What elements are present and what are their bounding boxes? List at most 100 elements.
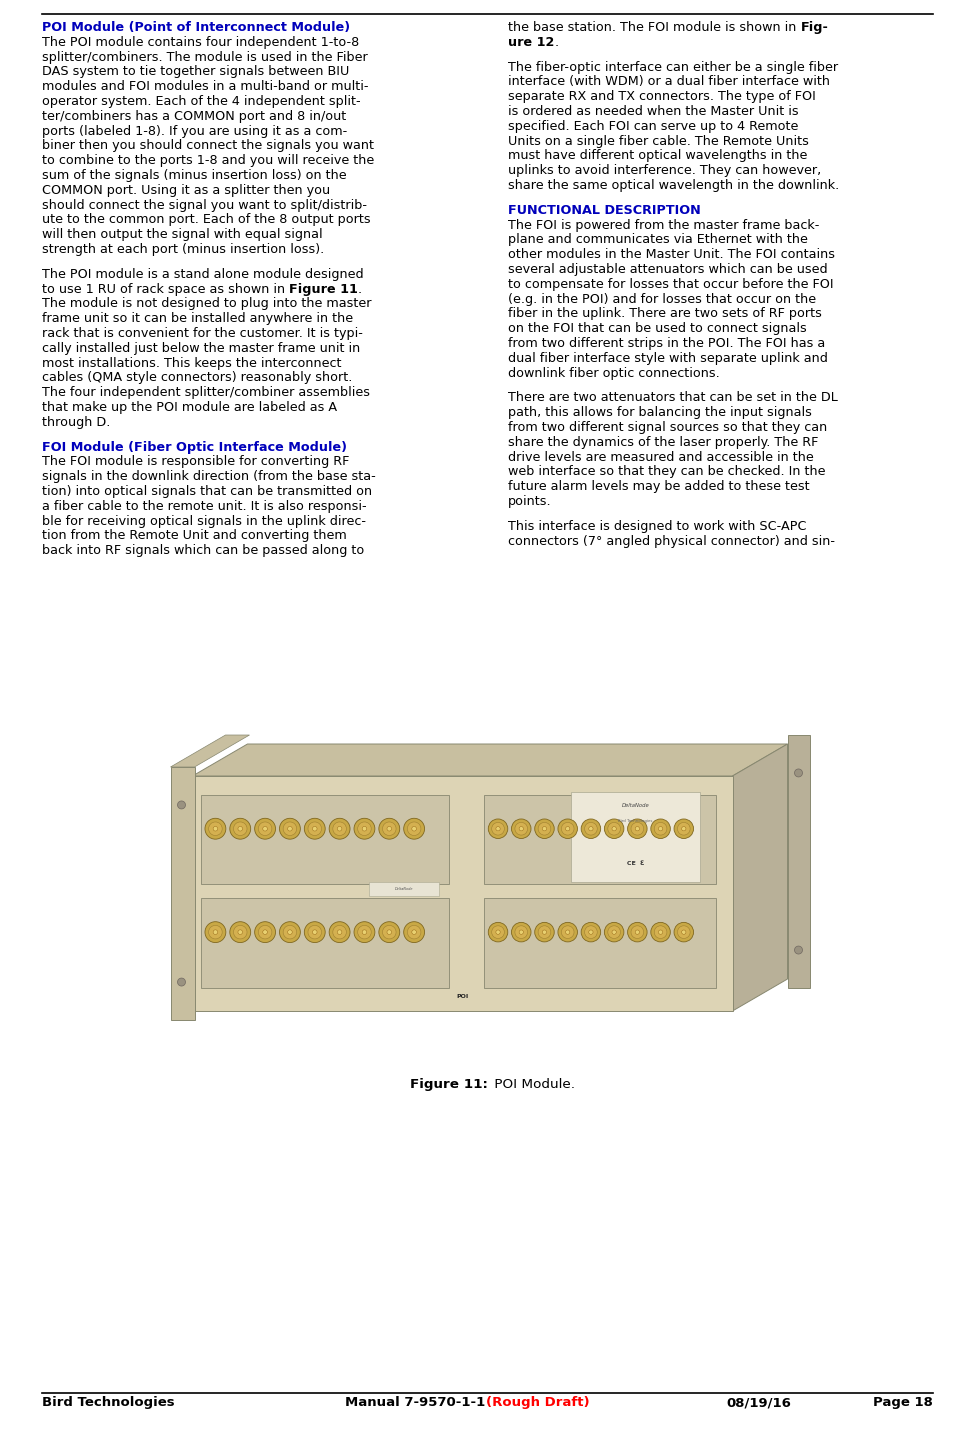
Text: DeltaNode: DeltaNode (621, 803, 649, 809)
Circle shape (581, 923, 601, 942)
Circle shape (488, 923, 508, 942)
Circle shape (280, 819, 300, 839)
Text: COMMON: COMMON (206, 973, 225, 977)
Circle shape (631, 823, 644, 836)
Circle shape (238, 930, 243, 934)
Circle shape (682, 930, 686, 934)
Text: 2: 2 (264, 973, 266, 977)
Text: specified. Each FOI can serve up to 4 Remote: specified. Each FOI can serve up to 4 Re… (508, 120, 799, 133)
Circle shape (382, 926, 396, 939)
Circle shape (538, 926, 551, 939)
Text: future alarm levels may be added to these test: future alarm levels may be added to thes… (508, 481, 809, 494)
Text: 3: 3 (289, 973, 292, 977)
Text: points.: points. (508, 495, 552, 508)
Circle shape (674, 819, 693, 839)
Text: ports (labeled 1-8). If you are using it as a com-: ports (labeled 1-8). If you are using it… (42, 124, 347, 137)
Circle shape (280, 922, 300, 943)
Circle shape (312, 827, 317, 831)
Circle shape (651, 819, 671, 839)
Circle shape (491, 823, 504, 836)
Text: POI Module.: POI Module. (490, 1078, 575, 1090)
Circle shape (519, 827, 524, 831)
Polygon shape (192, 744, 788, 776)
Text: 2: 2 (543, 870, 546, 873)
Text: from two different strips in the POI. The FOI has a: from two different strips in the POI. Th… (508, 336, 825, 351)
Text: This interface is designed to work with SC-APC: This interface is designed to work with … (508, 519, 806, 532)
Bar (201, 794, 448, 884)
Text: 3: 3 (289, 870, 292, 873)
Text: operator system. Each of the 4 independent split-: operator system. Each of the 4 independe… (42, 94, 361, 107)
Text: tion from the Remote Unit and converting them: tion from the Remote Unit and converting… (42, 529, 347, 542)
Circle shape (491, 926, 504, 939)
Bar (570, 793, 700, 881)
Circle shape (581, 819, 601, 839)
Text: 5: 5 (338, 973, 340, 977)
Text: The FOI is powered from the master frame back-: The FOI is powered from the master frame… (508, 219, 819, 232)
Text: The POI module is a stand alone module designed: The POI module is a stand alone module d… (42, 268, 364, 280)
Circle shape (288, 930, 292, 934)
Circle shape (358, 821, 371, 836)
Text: 5: 5 (338, 870, 340, 873)
Circle shape (534, 923, 554, 942)
Circle shape (263, 930, 267, 934)
Circle shape (678, 926, 690, 939)
Circle shape (233, 821, 247, 836)
Circle shape (330, 922, 350, 943)
Text: cally installed just below the master frame unit in: cally installed just below the master fr… (42, 342, 360, 355)
Circle shape (332, 821, 346, 836)
Text: from two different signal sources so that they can: from two different signal sources so tha… (508, 421, 827, 434)
Circle shape (408, 926, 421, 939)
Circle shape (205, 819, 226, 839)
Text: 8: 8 (682, 870, 684, 873)
Text: 1: 1 (520, 973, 523, 977)
Text: .: . (555, 36, 559, 49)
Circle shape (512, 923, 531, 942)
Circle shape (628, 923, 647, 942)
Text: back into RF signals which can be passed along to: back into RF signals which can be passed… (42, 544, 365, 557)
Text: signals in the downlink direction (from the base sta-: signals in the downlink direction (from … (42, 471, 375, 484)
Circle shape (254, 922, 276, 943)
Circle shape (177, 977, 185, 986)
Text: COMMON: COMMON (206, 870, 225, 873)
Text: Figure 11:: Figure 11: (410, 1078, 488, 1090)
Text: biner then you should connect the signals you want: biner then you should connect the signal… (42, 139, 374, 152)
Circle shape (387, 827, 392, 831)
Circle shape (214, 827, 217, 831)
Text: to use 1 RU of rack space as shown in: to use 1 RU of rack space as shown in (42, 282, 290, 296)
Circle shape (604, 819, 624, 839)
Text: other modules in the Master Unit. The FOI contains: other modules in the Master Unit. The FO… (508, 248, 835, 262)
Text: (e.g. in the POI) and for losses that occur on the: (e.g. in the POI) and for losses that oc… (508, 292, 816, 306)
Text: several adjustable attenuators which can be used: several adjustable attenuators which can… (508, 263, 828, 276)
Text: 1: 1 (520, 870, 523, 873)
Text: splitter/combiners. The module is used in the Fiber: splitter/combiners. The module is used i… (42, 50, 368, 63)
Text: a fiber cable to the remote unit. It is also responsi-: a fiber cable to the remote unit. It is … (42, 499, 367, 512)
Circle shape (312, 930, 317, 934)
Circle shape (607, 823, 620, 836)
Bar (171, 767, 194, 1020)
Text: dual fiber interface style with separate uplink and: dual fiber interface style with separate… (508, 352, 828, 365)
Bar (485, 899, 717, 987)
Circle shape (585, 926, 598, 939)
Circle shape (795, 768, 802, 777)
Text: B: B (189, 929, 194, 939)
Circle shape (214, 930, 217, 934)
Text: There are two attenuators that can be set in the DL: There are two attenuators that can be se… (508, 392, 838, 405)
Circle shape (404, 922, 424, 943)
Circle shape (288, 827, 292, 831)
Text: DAS system to tie together signals between BIU: DAS system to tie together signals betwe… (42, 66, 349, 79)
Circle shape (542, 827, 547, 831)
Bar (788, 736, 809, 987)
Circle shape (496, 827, 500, 831)
Text: 4: 4 (590, 973, 592, 977)
Text: 8: 8 (413, 973, 415, 977)
Text: connectors (7° angled physical connector) and sin-: connectors (7° angled physical connector… (508, 535, 835, 548)
Circle shape (404, 819, 424, 839)
Circle shape (379, 922, 400, 943)
Text: .: . (358, 282, 362, 296)
Text: 4: 4 (590, 870, 592, 873)
Circle shape (488, 819, 508, 839)
Circle shape (628, 819, 647, 839)
Text: the base station. The FOI module is shown in: the base station. The FOI module is show… (508, 21, 800, 34)
Text: modules and FOI modules in a multi-band or multi-: modules and FOI modules in a multi-band … (42, 80, 369, 93)
Text: DeltaNode: DeltaNode (395, 886, 413, 890)
